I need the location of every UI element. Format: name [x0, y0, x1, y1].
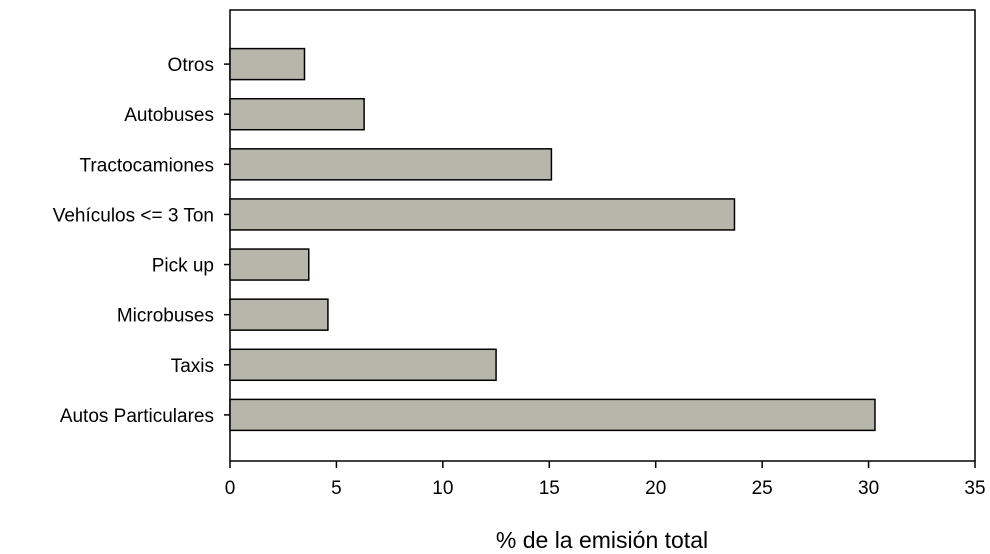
- plot-area-frame: [229, 9, 976, 462]
- x-tick-label-4: 20: [645, 478, 666, 499]
- y-category-label-5: Tractocamiones: [80, 155, 214, 176]
- y-category-label-2: Microbuses: [117, 306, 214, 327]
- bar-5: [229, 148, 553, 181]
- y-axis-categories: Autos Particulares Taxis Microbuses Pick up…: [53, 55, 230, 427]
- bar-4: [229, 198, 736, 231]
- y-category-label-3: Pick up: [152, 256, 214, 277]
- x-tick-label-1: 5: [331, 478, 342, 499]
- x-tick-label-7: 35: [964, 478, 985, 499]
- bar-3: [229, 248, 310, 281]
- x-axis-title: % de la emisión total: [496, 527, 708, 553]
- bar-2: [229, 298, 329, 331]
- y-category-label-1: Taxis: [171, 356, 214, 377]
- x-tick-label-2: 10: [432, 478, 453, 499]
- y-category-label-7: Otros: [168, 55, 214, 76]
- bar-6: [229, 97, 365, 131]
- y-category-label-0: Autos Particulares: [60, 406, 214, 427]
- y-category-label-4: Vehículos <= 3 Ton: [53, 205, 214, 226]
- x-tick-label-0: 0: [225, 478, 236, 499]
- x-tick-label-3: 15: [539, 478, 560, 499]
- x-tick-label-6: 30: [858, 478, 879, 499]
- x-axis-ticks: 0 5 10 15 20 25 30 35: [225, 461, 986, 499]
- bar-0: [229, 398, 876, 432]
- bars-group: [229, 47, 876, 432]
- bar-7: [229, 47, 306, 81]
- bar-1: [229, 348, 497, 382]
- y-category-label-6: Autobuses: [124, 105, 214, 126]
- x-tick-label-5: 25: [752, 478, 773, 499]
